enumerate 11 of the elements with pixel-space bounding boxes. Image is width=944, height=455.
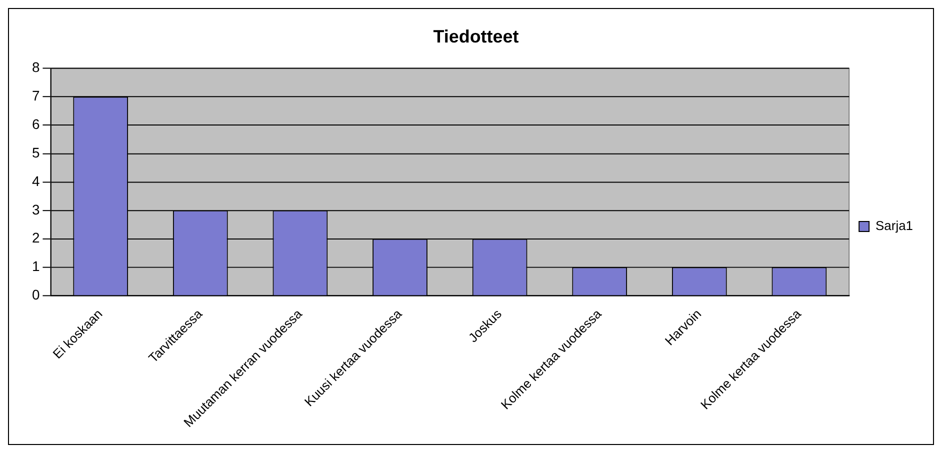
y-tick-label: 2 — [32, 230, 40, 246]
y-tick-label: 4 — [32, 172, 40, 189]
y-tick-label: 3 — [32, 201, 40, 218]
y-tick-label: 7 — [32, 88, 40, 104]
y-tick-label: 6 — [32, 116, 40, 132]
y-tick-label: 0 — [32, 286, 40, 303]
chart-title: Tiedotteet — [433, 26, 519, 47]
y-tick-label: 5 — [32, 144, 40, 160]
y-tick-label: 1 — [32, 258, 40, 274]
y-tick-label: 8 — [32, 59, 40, 76]
legend-label: Sarja1 — [876, 218, 913, 234]
